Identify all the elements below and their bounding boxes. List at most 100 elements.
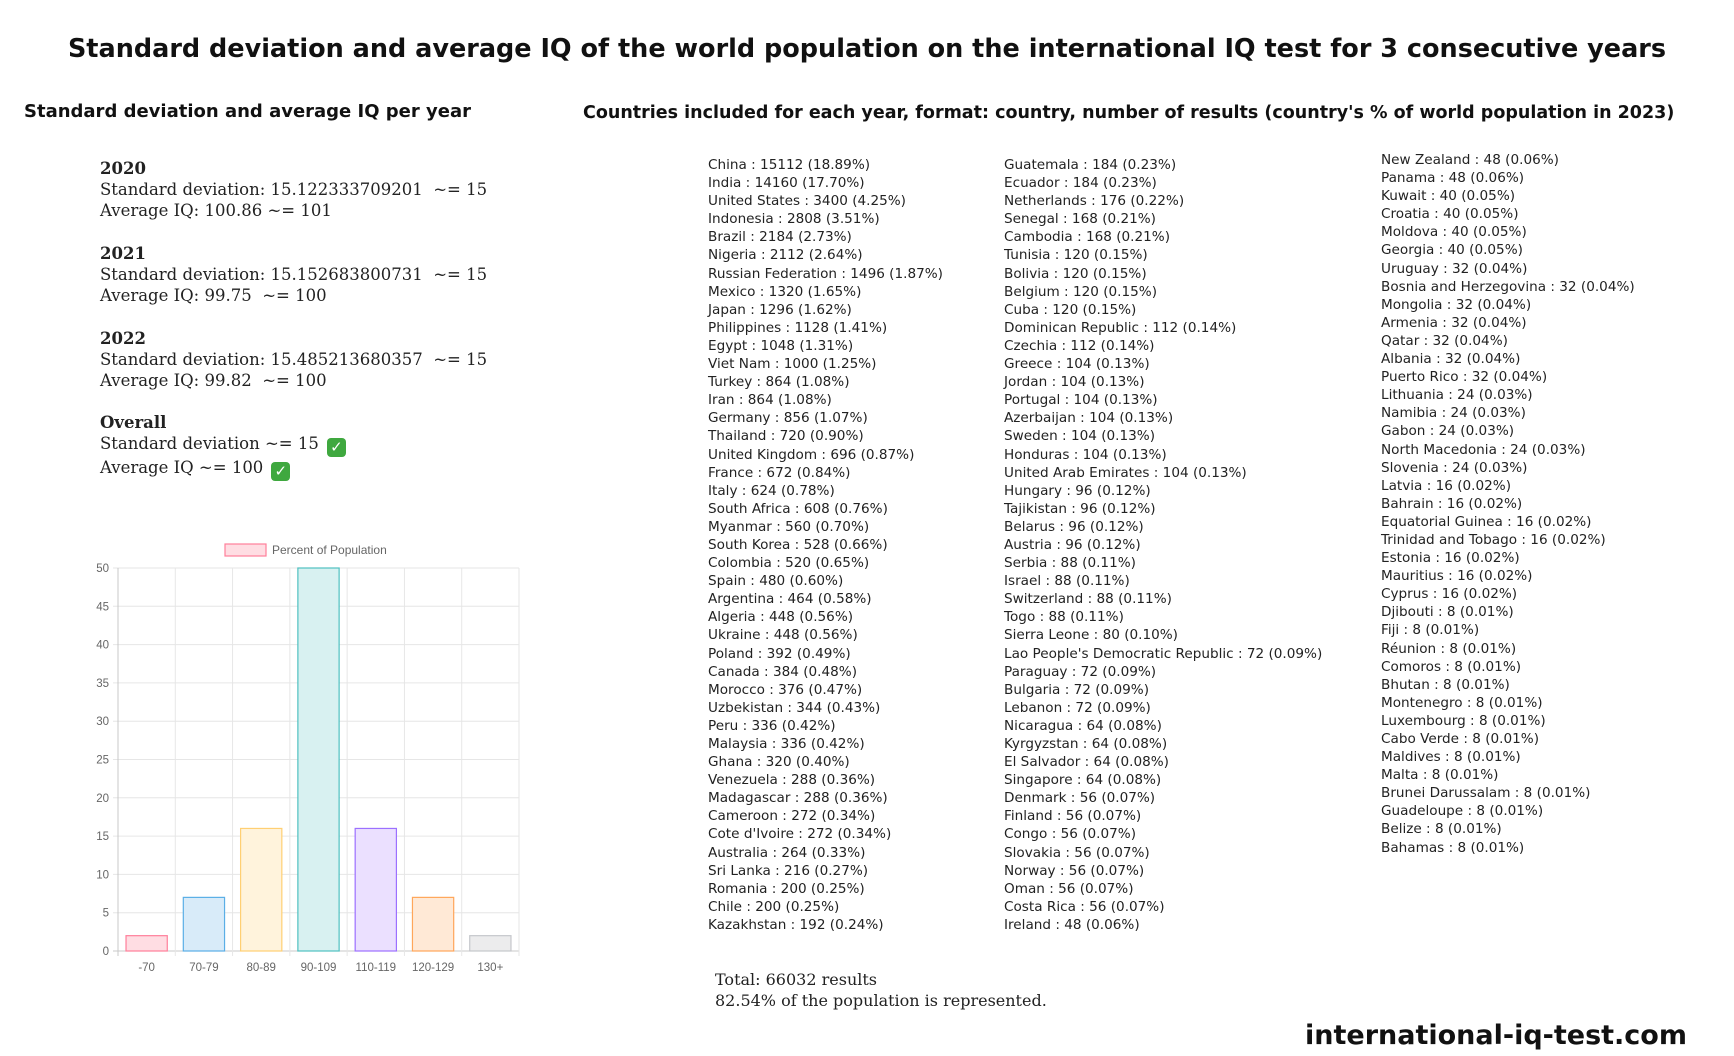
country-entry: Bolivia : 120 (0.15%) (1004, 265, 1147, 282)
y-tick-label: 0 (103, 946, 109, 958)
country-entry: Réunion : 8 (0.01%) (1381, 640, 1517, 657)
country-entry: Senegal : 168 (0.21%) (1004, 211, 1156, 228)
y-tick-label: 35 (96, 678, 109, 690)
country-entry: Luxembourg : 8 (0.01%) (1381, 712, 1546, 729)
country-entry: Denmark : 56 (0.07%) (1004, 790, 1156, 807)
country-entry: Lao People's Democratic Republic : 72 (0… (1004, 645, 1323, 662)
check-mark-icon: ✓ (326, 438, 346, 457)
avg-iq-value: Average IQ: 100.86 ~= 101 (100, 201, 332, 220)
country-entry: Croatia : 40 (0.05%) (1381, 206, 1519, 223)
country-entry: Iran : 864 (1.08%) (708, 392, 832, 409)
bar (469, 935, 512, 952)
country-entry: Sierra Leone : 80 (0.10%) (1004, 627, 1178, 644)
country-entry: Portugal : 104 (0.13%) (1004, 392, 1158, 409)
country-entry: Albania : 32 (0.04%) (1381, 351, 1521, 368)
country-entry: Tunisia : 120 (0.15%) (1004, 247, 1148, 264)
country-entry: South Korea : 528 (0.66%) (708, 536, 888, 553)
country-entry: Canada : 384 (0.48%) (708, 663, 858, 680)
country-entry: Germany : 856 (1.07%) (708, 410, 868, 427)
stats-heading: Standard deviation and average IQ per ye… (24, 101, 472, 122)
country-entry: Norway : 56 (0.07%) (1004, 862, 1145, 879)
y-tick-label: 45 (96, 601, 109, 613)
x-tick-label: 110-119 (356, 962, 397, 974)
country-entry: Ireland : 48 (0.06%) (1004, 916, 1140, 933)
country-entry: Philippines : 1128 (1.41%) (708, 319, 888, 336)
year-block-2021: 2021 Standard deviation: 15.152683800731… (100, 243, 487, 306)
country-entry: Japan : 1296 (1.62%) (708, 301, 852, 318)
country-entry: Russian Federation : 1496 (1.87%) (708, 265, 943, 282)
year-block-2022: 2022 Standard deviation: 15.485213680357… (100, 328, 487, 391)
country-entry: Australia : 264 (0.33%) (708, 844, 866, 861)
country-entry: Italy : 624 (0.78%) (708, 482, 835, 499)
y-tick-label: 5 (103, 908, 109, 920)
country-entry: United States : 3400 (4.25%) (708, 193, 906, 210)
iq-distribution-chart: 0 5 10 15 20 25 30 35 40 45 50 -70 70-79 80-89 90-109 1… (96, 543, 520, 974)
country-entry: Bahamas : 8 (0.01%) (1381, 839, 1525, 856)
country-entry: Poland : 392 (0.49%) (708, 645, 851, 662)
country-entry: Belize : 8 (0.01%) (1381, 821, 1502, 838)
country-entry: Slovenia : 24 (0.03%) (1381, 459, 1528, 476)
country-entry: Netherlands : 176 (0.22%) (1004, 193, 1185, 210)
total-results: Total: 66032 results (715, 970, 877, 989)
country-entry: Maldives : 8 (0.01%) (1381, 749, 1521, 766)
country-entry: Trinidad and Tobago : 16 (0.02%) (1381, 531, 1606, 548)
country-entry: Venezuela : 288 (0.36%) (708, 772, 876, 789)
y-tick-label: 15 (96, 831, 109, 843)
country-entry: Tajikistan : 96 (0.12%) (1004, 500, 1156, 517)
country-entry: Indonesia : 2808 (3.51%) (708, 211, 880, 228)
country-entry: Montenegro : 8 (0.01%) (1381, 694, 1543, 711)
country-entry: Cuba : 120 (0.15%) (1004, 301, 1137, 318)
countries-heading: Countries included for each year, format… (583, 103, 1675, 123)
overall-std-row: Standard deviation ~= 15 ✓ (100, 433, 346, 457)
site-url: international-iq-test.com (1305, 1020, 1687, 1051)
country-entry: Kyrgyzstan : 64 (0.08%) (1004, 736, 1168, 752)
country-entry: Slovakia : 56 (0.07%) (1004, 844, 1150, 861)
country-entry: Belgium : 120 (0.15%) (1004, 283, 1158, 300)
country-entry: China : 15112 (18.89%) (708, 157, 871, 173)
avg-iq-value: Average IQ: 99.75 ~= 100 (100, 286, 327, 305)
country-entry: Ecuador : 184 (0.23%) (1004, 175, 1157, 192)
country-entry: Kazakhstan : 192 (0.24%) (708, 916, 884, 933)
country-entry: Thailand : 720 (0.90%) (708, 428, 864, 445)
country-entry: Malta : 8 (0.01%) (1381, 767, 1499, 784)
country-entry: Switzerland : 88 (0.11%) (1004, 591, 1172, 608)
std-dev-value: Standard deviation: 15.152683800731 ~= 1… (100, 265, 488, 284)
totals-block: Total: 66032 results 82.54% of the popul… (715, 969, 1047, 1011)
overall-block: Overall Standard deviation ~= 15 ✓ Averag… (100, 412, 346, 481)
year-label: 2021 (100, 244, 146, 263)
legend-swatch (224, 543, 267, 557)
country-entry: United Kingdom : 696 (0.87%) (708, 446, 915, 463)
countries-column-2: Guatemala : 184 (0.23%) Ecuador : 184 (0.… (1004, 156, 1322, 934)
country-entry: Uruguay : 32 (0.04%) (1381, 260, 1528, 277)
overall-label: Overall (100, 413, 167, 432)
countries-column-1: China : 15112 (18.89%) India : 14160 (17.… (708, 156, 943, 934)
bar (239, 827, 283, 952)
country-entry: Morocco : 376 (0.47%) (708, 681, 863, 698)
country-entry: Turkey : 864 (1.08%) (708, 374, 850, 391)
country-entry: Nigeria : 2112 (2.64%) (708, 247, 863, 264)
country-entry: Chile : 200 (0.25%) (708, 898, 840, 915)
country-entry: Armenia : 32 (0.04%) (1381, 314, 1527, 331)
country-entry: Czechia : 112 (0.14%) (1004, 337, 1155, 354)
year-block-2020: 2020 Standard deviation: 15.122333709201… (100, 158, 487, 221)
overall-avg-value: Average IQ ~= 100 (100, 458, 264, 477)
country-entry: Nicaragua : 64 (0.08%) (1004, 717, 1162, 734)
country-entry: Mexico : 1320 (1.65%) (708, 283, 862, 300)
country-entry: Honduras : 104 (0.13%) (1004, 446, 1167, 463)
x-tick-label: 80-89 (247, 962, 276, 974)
country-entry: Egypt : 1048 (1.31%) (708, 337, 854, 354)
overall-avg-row: Average IQ ~= 100 ✓ (100, 457, 346, 481)
country-entry: Bosnia and Herzegovina : 32 (0.04%) (1381, 278, 1635, 295)
country-entry: Israel : 88 (0.11%) (1004, 573, 1130, 590)
avg-iq-value: Average IQ: 99.82 ~= 100 (100, 371, 327, 390)
y-tick-label: 20 (96, 793, 109, 805)
country-entry: Uzbekistan : 344 (0.43%) (708, 699, 881, 716)
y-tick-label: 50 (96, 563, 109, 575)
legend-label: Percent of Population (272, 543, 387, 557)
country-entry: Hungary : 96 (0.12%) (1004, 482, 1151, 499)
x-tick-label: 90-109 (301, 962, 337, 974)
country-entry: Comoros : 8 (0.01%) (1381, 658, 1522, 675)
country-entry: Costa Rica : 56 (0.07%) (1004, 898, 1165, 915)
country-entry: Kuwait : 40 (0.05%) (1381, 188, 1516, 205)
country-entry: Moldova : 40 (0.05%) (1381, 224, 1527, 241)
